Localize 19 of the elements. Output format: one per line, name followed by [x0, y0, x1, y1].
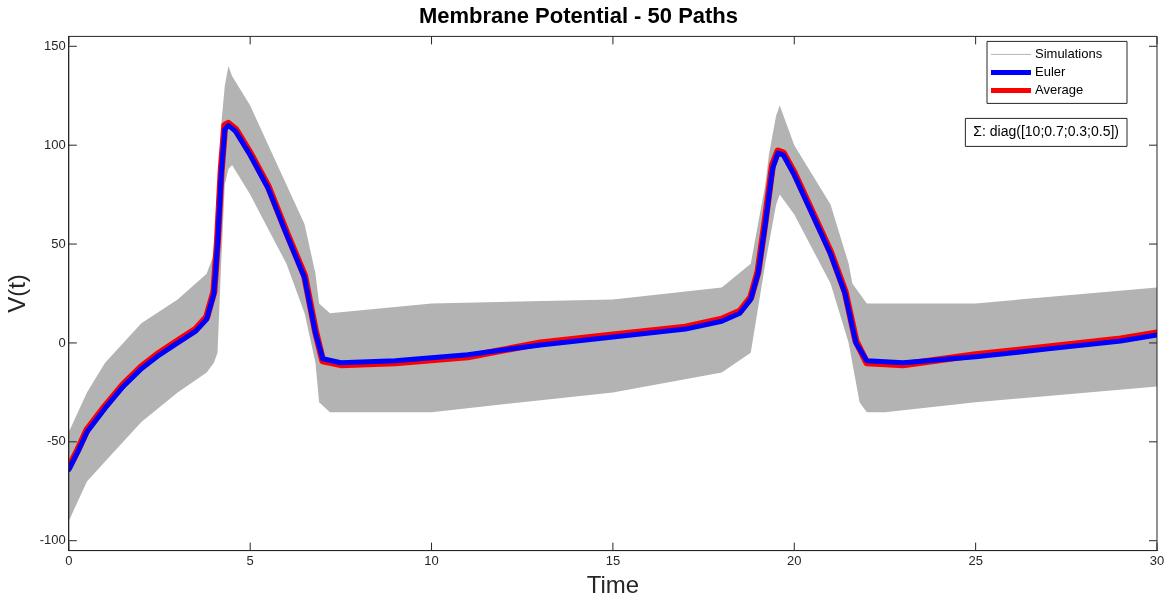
y-tick-label: 100 [44, 136, 66, 152]
y-tick-label: 50 [51, 235, 66, 251]
x-tick-label: 10 [424, 552, 439, 568]
legend-label: Average [1035, 81, 1084, 97]
x-tick-label: 20 [787, 552, 802, 568]
y-tick-label: -100 [39, 532, 66, 548]
y-tick-label: 150 [44, 37, 66, 53]
y-tick-label: -50 [47, 433, 66, 449]
x-tick-label: 25 [968, 552, 983, 568]
y-tick-label: 0 [58, 334, 66, 350]
y-axis-title: V(t) [3, 274, 31, 313]
annotation: Σ: diag([10;0.7;0.3;0.5]) [973, 123, 1120, 140]
x-tick-label: 5 [246, 552, 254, 568]
x-tick-label: 30 [1149, 552, 1165, 568]
legend-label: Simulations [1035, 45, 1103, 61]
chart-title: Membrane Potential - 50 Paths [418, 3, 739, 29]
x-axis-title: Time [586, 571, 640, 599]
x-tick-label: 15 [605, 552, 621, 568]
legend-label: Euler [1035, 63, 1067, 79]
